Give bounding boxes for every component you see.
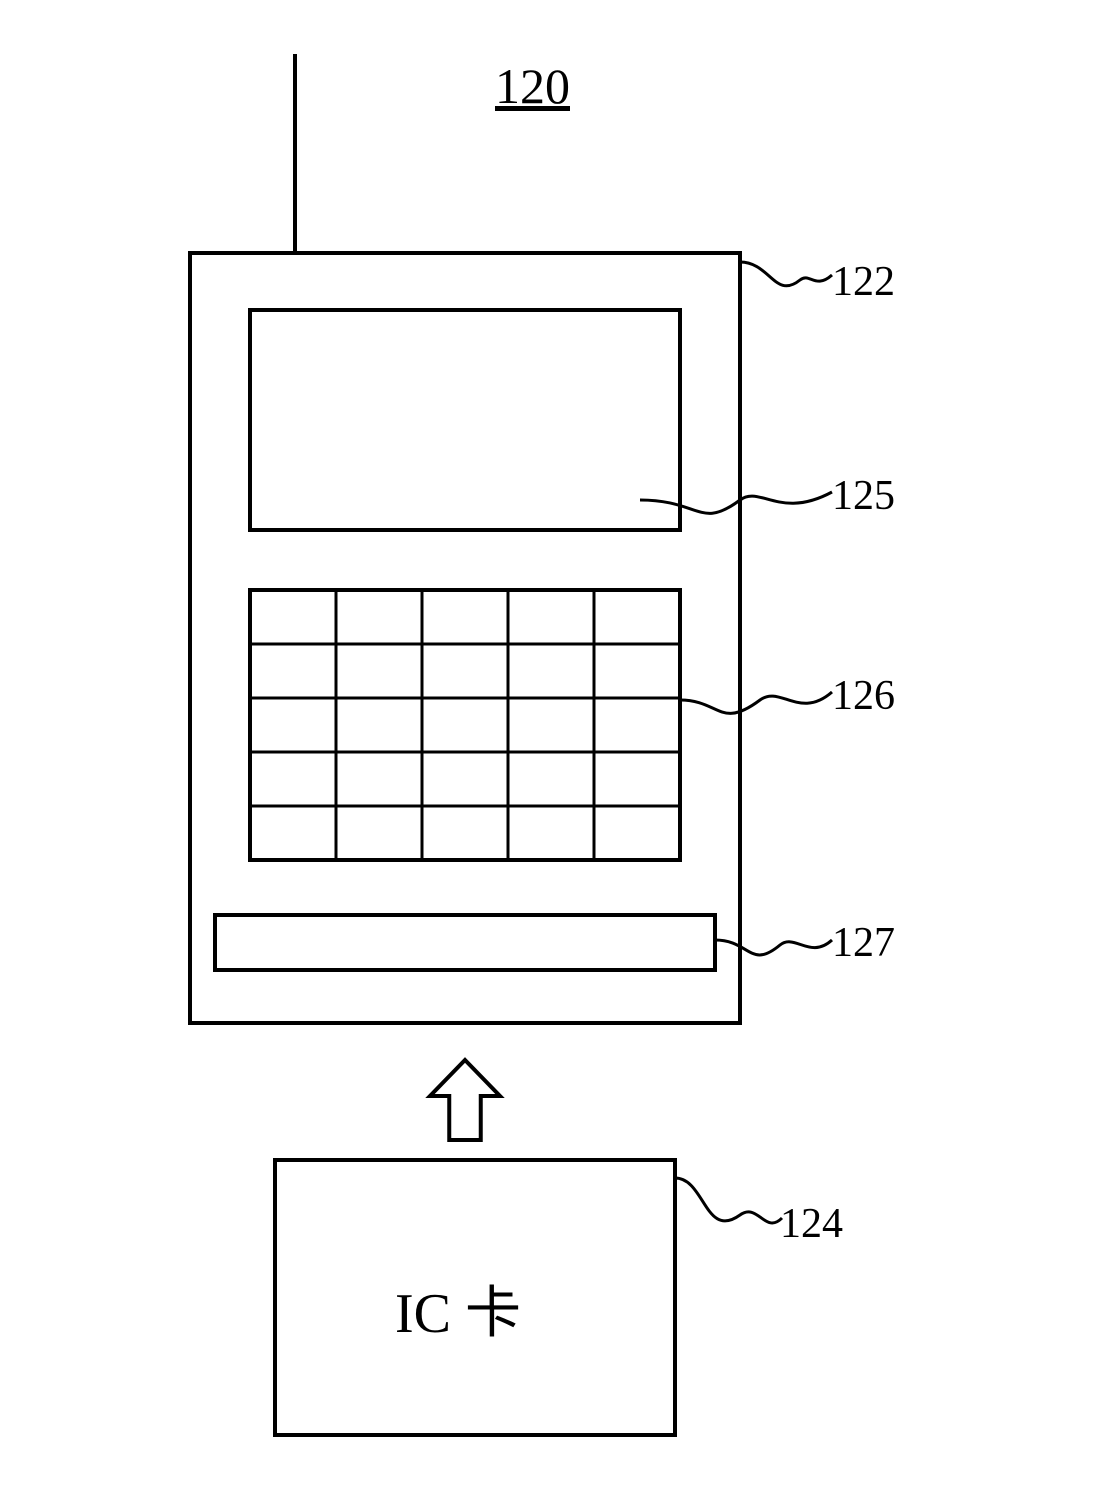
label-124: 124 [780,1200,843,1248]
diagram-svg [0,0,1110,1494]
figure-title: 120 [495,57,570,115]
label-125: 125 [832,472,895,520]
label-126: 126 [832,672,895,720]
label-127: 127 [832,919,895,967]
ic-card-text: IC 卡 [395,1268,521,1349]
label-122: 122 [832,258,895,306]
